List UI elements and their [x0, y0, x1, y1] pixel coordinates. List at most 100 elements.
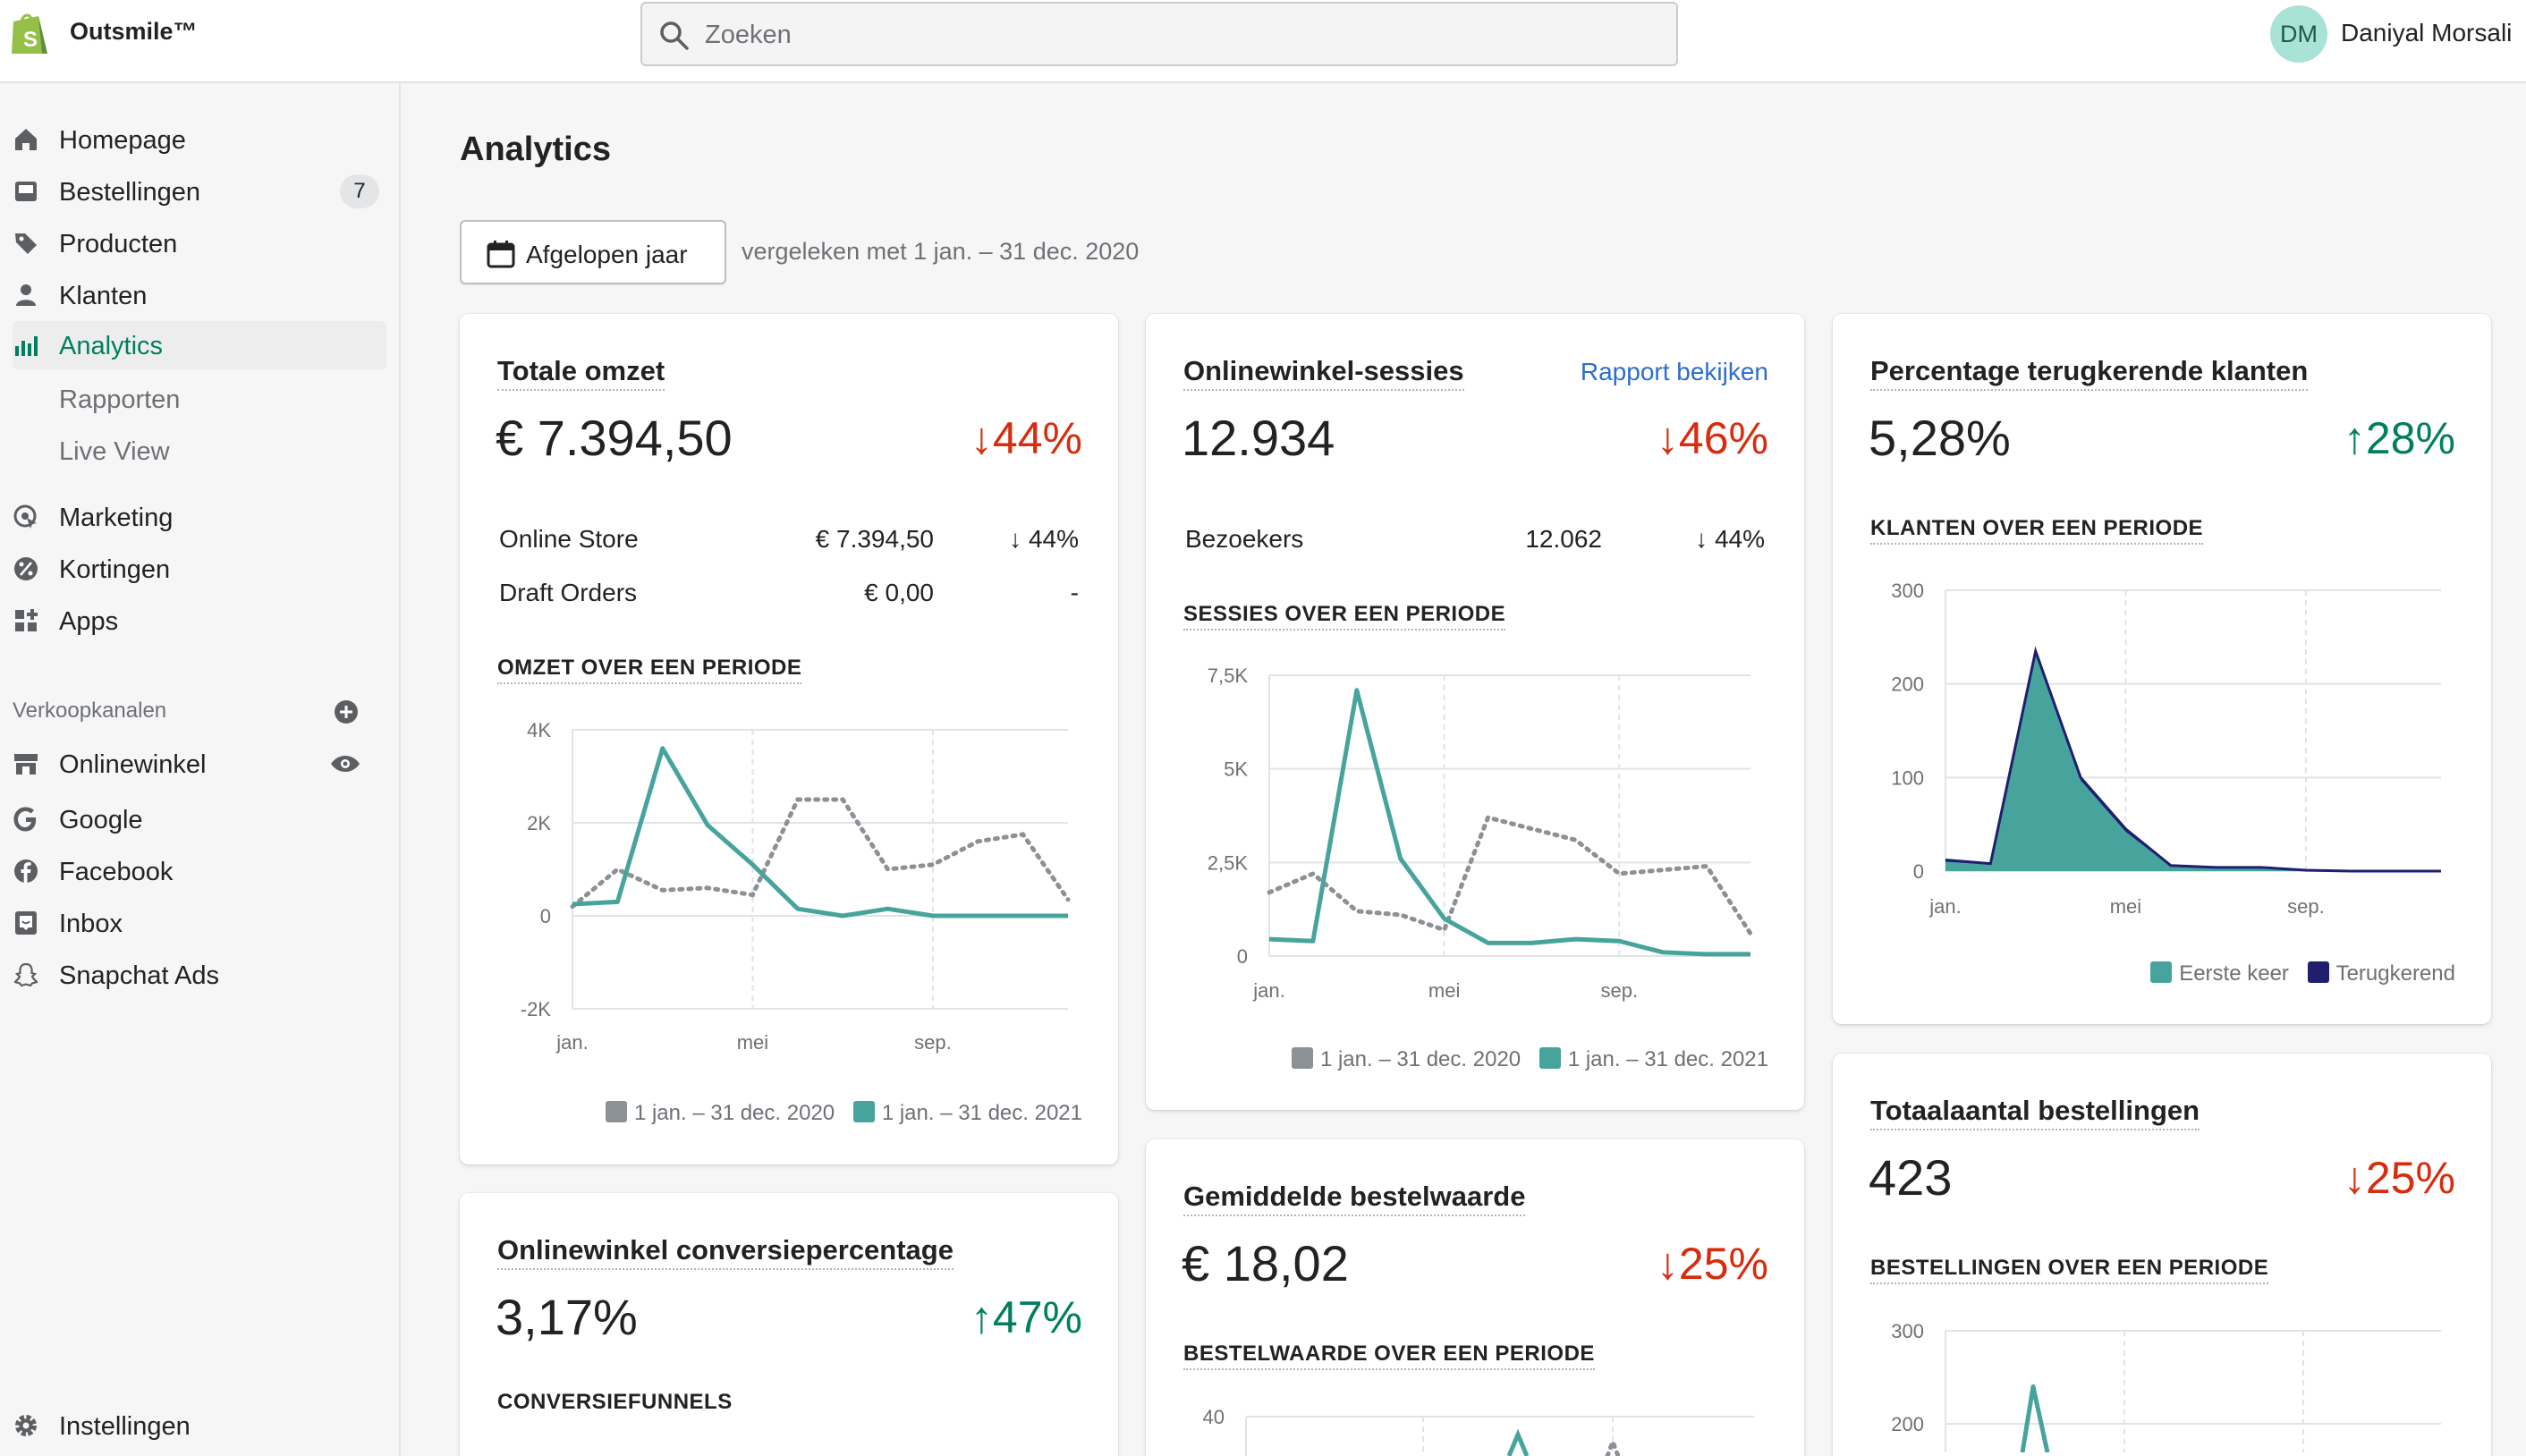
- sidebar-item-snapchat-ads[interactable]: Snapchat Ads: [13, 951, 386, 999]
- y-tick-label: 300: [1891, 580, 1924, 602]
- y-tick-label: 300: [1891, 1320, 1924, 1342]
- eye-icon[interactable]: [329, 752, 361, 775]
- sidebar-item-homepage[interactable]: Homepage: [13, 115, 386, 164]
- storefront-icon: [14, 754, 38, 775]
- row-label[interactable]: Draft Orders: [499, 579, 638, 606]
- home-icon: [15, 129, 37, 150]
- metric-value: 5,28%: [1869, 410, 2011, 466]
- sidebar-item-online-store[interactable]: Onlinewinkel: [13, 740, 386, 788]
- x-tick-label: jan.: [1928, 895, 1961, 918]
- y-tick-label: 4K: [527, 719, 551, 741]
- series-line-current: [1268, 688, 1750, 957]
- store-name[interactable]: Outsmile™: [70, 18, 198, 45]
- legend-label-current: 1 jan. – 31 dec. 2021: [1567, 1047, 1768, 1071]
- sidebar-item-live-view[interactable]: Live View: [13, 427, 386, 475]
- sidebar-item-label: Inbox: [59, 910, 123, 938]
- series-line-returning: [1945, 646, 2441, 873]
- shopify-logo-icon[interactable]: S: [6, 9, 53, 57]
- sidebar-item-label: Producten: [59, 230, 178, 258]
- sidebar-item-label: Bestellingen: [59, 178, 200, 207]
- sidebar-item-inbox[interactable]: Inbox: [13, 899, 386, 947]
- sidebar-item-apps[interactable]: Apps: [13, 597, 386, 645]
- card-online-store-sessions: Onlinewinkel-sessies Rapport bekijken 12…: [1146, 314, 1804, 1110]
- sidebar-item-label: Marketing: [59, 504, 174, 532]
- inbox-tray-icon: [15, 182, 37, 201]
- user-name[interactable]: Daniyal Morsali: [2341, 19, 2513, 47]
- row-label[interactable]: Online Store: [499, 525, 639, 553]
- facebook-icon: [14, 859, 38, 883]
- card-title[interactable]: Gemiddelde bestelwaarde: [1183, 1181, 1526, 1216]
- sidebar-item-google[interactable]: Google: [13, 795, 386, 843]
- search-input[interactable]: [705, 18, 1653, 52]
- sidebar-item-orders[interactable]: Bestellingen 7: [13, 167, 386, 216]
- add-channel-icon[interactable]: [333, 698, 360, 725]
- sidebar-item-label: Klanten: [59, 282, 148, 310]
- sidebar-item-discounts[interactable]: Kortingen: [13, 545, 386, 593]
- card-title[interactable]: Totaalaantal bestellingen: [1870, 1095, 2200, 1130]
- legend-label-previous: 1 jan. – 31 dec. 2020: [633, 1101, 835, 1125]
- orders-chart[interactable]: 300 200: [1833, 1300, 2491, 1452]
- sidebar-item-label: Snapchat Ads: [59, 961, 219, 990]
- funnel-title: CONVERSIEFUNNELS: [497, 1390, 733, 1414]
- card-average-order-value: Gemiddelde bestelwaarde € 18,02 ↓25% BES…: [1146, 1139, 1804, 1456]
- sidebar-item-settings[interactable]: Instellingen: [13, 1401, 386, 1450]
- card-title[interactable]: Totale omzet: [497, 355, 665, 391]
- sidebar-item-products[interactable]: Producten: [13, 219, 386, 267]
- calendar-icon: [487, 241, 515, 268]
- series-area-first-time: [1945, 654, 2441, 871]
- date-range-button[interactable]: Afgelopen jaar: [460, 220, 726, 284]
- avatar[interactable]: DM: [2270, 5, 2327, 63]
- y-tick-label: 200: [1891, 1413, 1924, 1435]
- y-tick-label: 100: [1891, 766, 1924, 789]
- snapchat-ghost-icon: [13, 962, 38, 987]
- inbox-icon: [15, 911, 37, 935]
- series-line-current: [2020, 1384, 2050, 1452]
- sidebar-item-label: Onlinewinkel: [59, 750, 207, 779]
- chart-legend: Eerste keer Terugkerend: [2150, 961, 2455, 986]
- sidebar-item-analytics[interactable]: Analytics: [13, 321, 386, 369]
- x-tick-label: jan.: [555, 1031, 588, 1054]
- legend-swatch-previous: [1291, 1047, 1313, 1069]
- card-title[interactable]: Onlinewinkel-sessies: [1183, 355, 1464, 391]
- sidebar-item-marketing[interactable]: Marketing: [13, 493, 386, 541]
- search-icon: [660, 21, 689, 50]
- chart-title: BESTELLINGEN OVER EEN PERIODE: [1870, 1256, 2269, 1284]
- sidebar-item-reports[interactable]: Rapporten: [13, 375, 386, 423]
- sidebar-item-label: Rapporten: [59, 385, 181, 414]
- row-value: 12.062: [1525, 525, 1602, 553]
- date-range-label: Afgelopen jaar: [526, 241, 688, 268]
- card-title[interactable]: Onlinewinkel conversiepercentage: [497, 1234, 954, 1270]
- google-icon: [13, 807, 37, 832]
- sidebar-item-customers[interactable]: Klanten: [13, 271, 386, 319]
- y-tick-label: -2K: [521, 998, 552, 1020]
- metric-value: 423: [1869, 1149, 1953, 1206]
- y-tick-label: 200: [1891, 673, 1924, 696]
- aov-chart[interactable]: 40: [1146, 1390, 1804, 1456]
- sidebar-item-label: Apps: [59, 607, 119, 636]
- sidebar-item-facebook[interactable]: Facebook: [13, 847, 386, 895]
- chart-legend: 1 jan. – 31 dec. 2020 1 jan. – 31 dec. 2…: [605, 1101, 1082, 1126]
- x-tick-label: sep.: [1600, 979, 1638, 1002]
- card-total-revenue: Totale omzet € 7.394,50 ↓44% Online Stor…: [460, 314, 1118, 1164]
- sidebar-item-label: Live View: [59, 437, 170, 466]
- row-label[interactable]: Bezoekers: [1185, 525, 1304, 553]
- svg-text:S: S: [23, 28, 38, 52]
- legend-label-returning: Terugkerend: [2335, 961, 2455, 986]
- x-tick-label: jan.: [1252, 979, 1284, 1002]
- tag-icon: [15, 233, 37, 254]
- view-report-link[interactable]: Rapport bekijken: [1580, 358, 1768, 385]
- x-tick-label: mei: [737, 1031, 768, 1054]
- card-title[interactable]: Percentage terugkerende klanten: [1870, 355, 2309, 391]
- sidebar-item-label: Instellingen: [59, 1412, 191, 1441]
- y-tick-label: 0: [540, 905, 551, 927]
- series-line-current: [1506, 1428, 1530, 1456]
- chart-legend: 1 jan. – 31 dec. 2020 1 jan. – 31 dec. 2…: [1291, 1047, 1768, 1072]
- card-conversion-rate: Onlinewinkel conversiepercentage 3,17% ↑…: [460, 1193, 1118, 1456]
- metric-value: € 18,02: [1182, 1235, 1349, 1291]
- sales-channels-title: Verkoopkanalen: [13, 698, 167, 723]
- search-bar[interactable]: [640, 2, 1678, 66]
- sidebar-item-label: Analytics: [59, 332, 164, 360]
